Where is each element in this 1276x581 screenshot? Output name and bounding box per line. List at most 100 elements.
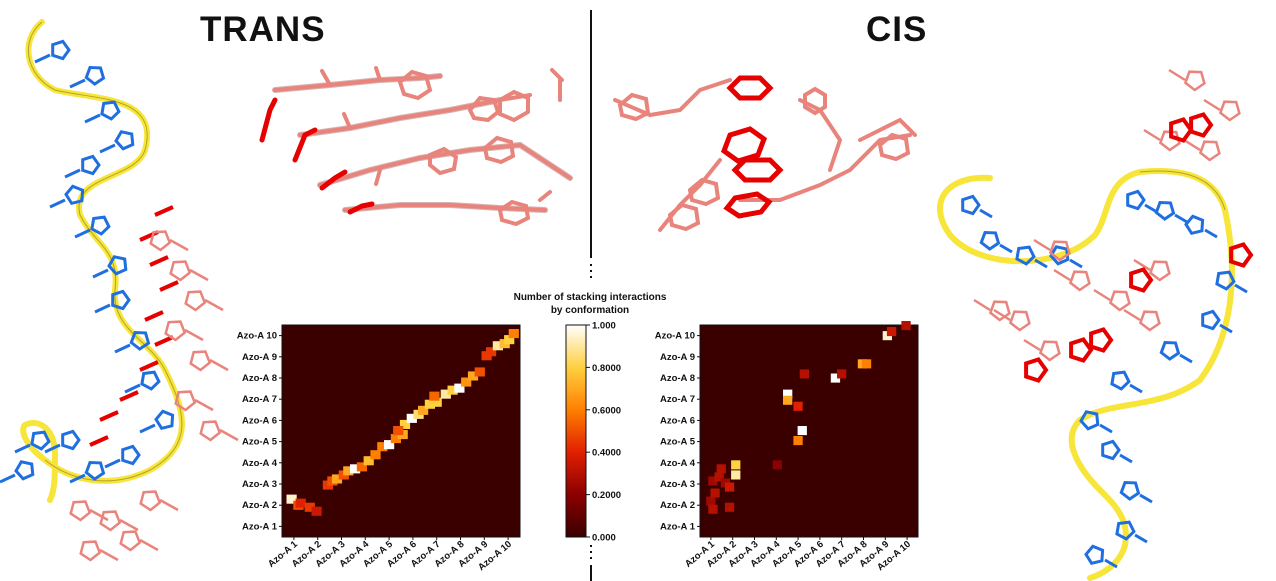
cis-title: CIS [866, 10, 928, 49]
cis-heatmap-y-tick-label: Azo-A 5 [660, 437, 696, 448]
cis-heatmap-cell [886, 327, 897, 337]
cis-nucleobase-bond [1144, 203, 1158, 214]
trans-heatmap-cell [393, 426, 404, 436]
colorbar-tick-label: 0.8000 [592, 363, 621, 374]
cis-nucleobase-icon [961, 194, 981, 216]
trans-nucleobase-icon [90, 215, 111, 236]
cis-azo-red-ring [1229, 242, 1254, 268]
trans-azo-pink-ring [79, 540, 102, 562]
cis-azo-pink-bond [1168, 68, 1186, 82]
trans-azo-pink-ring [189, 350, 212, 372]
trans-heatmap-cell [474, 367, 485, 377]
trans-heatmap-y-tick-label: Azo-A 2 [242, 500, 277, 511]
trans-heatmap-cell [286, 494, 297, 504]
cis-nucleobase-bond [1179, 353, 1193, 364]
trans-nucleobase-icon [100, 100, 121, 121]
trans-heatmap-y-tick-label: Azo-A 8 [242, 373, 277, 384]
cis-azo-pink-bond [1133, 258, 1151, 272]
cis-nucleobase-icon [1015, 245, 1036, 266]
cis-nucleobase-bond [1119, 453, 1133, 464]
trans-nucleobase-bond [14, 443, 31, 454]
colorbar: 1.000 0.8000 0.6000 0.4000 0.2000 0.000 [565, 321, 621, 544]
trans-nucleobase-bond [69, 78, 86, 89]
trans-azo-red-group [159, 280, 179, 292]
trans-heatmap-y-tick-label: Azo-A 1 [242, 521, 278, 532]
colorbar-tick-label: 0.2000 [592, 490, 621, 501]
trans-azo-pink-ring [99, 510, 122, 532]
trans-heatmap-y-tick-label: Azo-A 7 [242, 394, 277, 405]
trans-azo-pink-bond [184, 328, 204, 342]
cis-heatmap-cell [799, 369, 809, 379]
cis-heatmap-y-tick-label: Azo-A 3 [660, 479, 695, 490]
cis-heatmap-cell [861, 359, 872, 369]
cis-heatmap-plot-area [699, 324, 919, 538]
cis-heatmap-cell [708, 476, 718, 486]
trans-azo-red-group [154, 205, 174, 217]
trans-heatmap-cell [481, 351, 492, 361]
trans-heatmap-cell [461, 377, 472, 387]
cis-azo-red-ring [1024, 357, 1049, 383]
cis-azo-red-ring [1189, 112, 1214, 138]
cis-nucleobase-icon [1184, 214, 1205, 236]
cis-heatmap-y-tick-label: Azo-A 9 [660, 352, 695, 363]
trans-heatmap-cell [377, 442, 388, 452]
cis-heatmap-y-tick-label: Azo-A 4 [660, 458, 696, 469]
cis-heatmap-cell [714, 472, 724, 482]
trans-heatmap-y-tick-label: Azo-A 3 [242, 479, 277, 490]
cis-nucleobase-icon [1115, 520, 1136, 541]
cis-nucleobase-icon [1215, 270, 1236, 291]
cis-heatmap-cell [710, 488, 720, 498]
cis-heatmap-cell [724, 482, 735, 492]
cis-heatmap-cell [731, 470, 741, 480]
cis-azo-pink-ring [1183, 70, 1206, 92]
cis-azo-pink-ring [1158, 130, 1181, 152]
cis-nucleobase-bond [1139, 493, 1153, 504]
trans-heatmap-cell [431, 397, 442, 407]
trans-nucleobase-icon [129, 330, 151, 351]
trans-nucleobase-icon [30, 430, 51, 451]
cis-nucleobase-icon [1126, 189, 1146, 211]
cis-nucleobase-bond [1099, 423, 1113, 434]
cis-azo-pink-bond [973, 298, 991, 312]
cis-azo-pink-bond [1183, 138, 1201, 152]
cis-nucleobase-bond [1104, 558, 1118, 569]
trans-heatmap-cell [304, 502, 315, 512]
cis-nucleobase-bond [1234, 283, 1248, 294]
cis-heatmap-cell [793, 401, 803, 411]
cis-azo-pink-bond [993, 308, 1011, 322]
cis-nucleobase-icon [1101, 439, 1121, 461]
cis-azo-pink-bond [1203, 98, 1221, 112]
cis-azo-red-ring [1129, 267, 1154, 293]
cis-nucleobase-bond [1069, 258, 1083, 269]
trans-nucleobase-bond [74, 228, 91, 239]
trans-nucleobase-bond [69, 473, 86, 484]
cis-nucleobase-bond [1134, 533, 1148, 544]
cis-nucleobase-bond [1034, 258, 1048, 269]
cis-azo-pink-ring [988, 300, 1011, 322]
trans-nucleobase-bond [124, 383, 141, 394]
trans-nucleobase-bond [64, 168, 81, 179]
cis-heatmap-y-tick-label: Azo-A 1 [660, 521, 696, 532]
trans-azo-pink-bond [169, 238, 189, 252]
trans-heatmap-cell [363, 456, 374, 466]
trans-azo-pink-ring [149, 230, 172, 252]
trans-azo-pink-ring [69, 500, 92, 522]
trans-heatmap-cell [399, 419, 411, 429]
trans-nucleobase-icon [81, 154, 101, 176]
cis-heatmap-y-tick-label: Azo-A 6 [660, 415, 695, 426]
cis-nucleobase-bond [1204, 228, 1218, 239]
cis-nucleobase-icon [1154, 200, 1176, 221]
cis-heatmap-cell [783, 395, 793, 405]
trans-nucleobase-bond [49, 198, 66, 209]
trans-heatmap-cell [390, 434, 401, 444]
trans-nucleobase-icon [84, 460, 106, 481]
cis-azo-pink-ring [1008, 310, 1031, 332]
trans-azo-pink-ring [174, 390, 197, 412]
cis-nucleobase-bond [999, 243, 1013, 254]
trans-nucleobase-icon [84, 65, 106, 86]
trans-azo-pink-bond [209, 358, 229, 372]
trans-nucleobase-icon [111, 289, 131, 311]
colorbar-title-line1: Number of stacking interactions [514, 292, 667, 303]
trans-nucleobase-bond [92, 268, 109, 279]
